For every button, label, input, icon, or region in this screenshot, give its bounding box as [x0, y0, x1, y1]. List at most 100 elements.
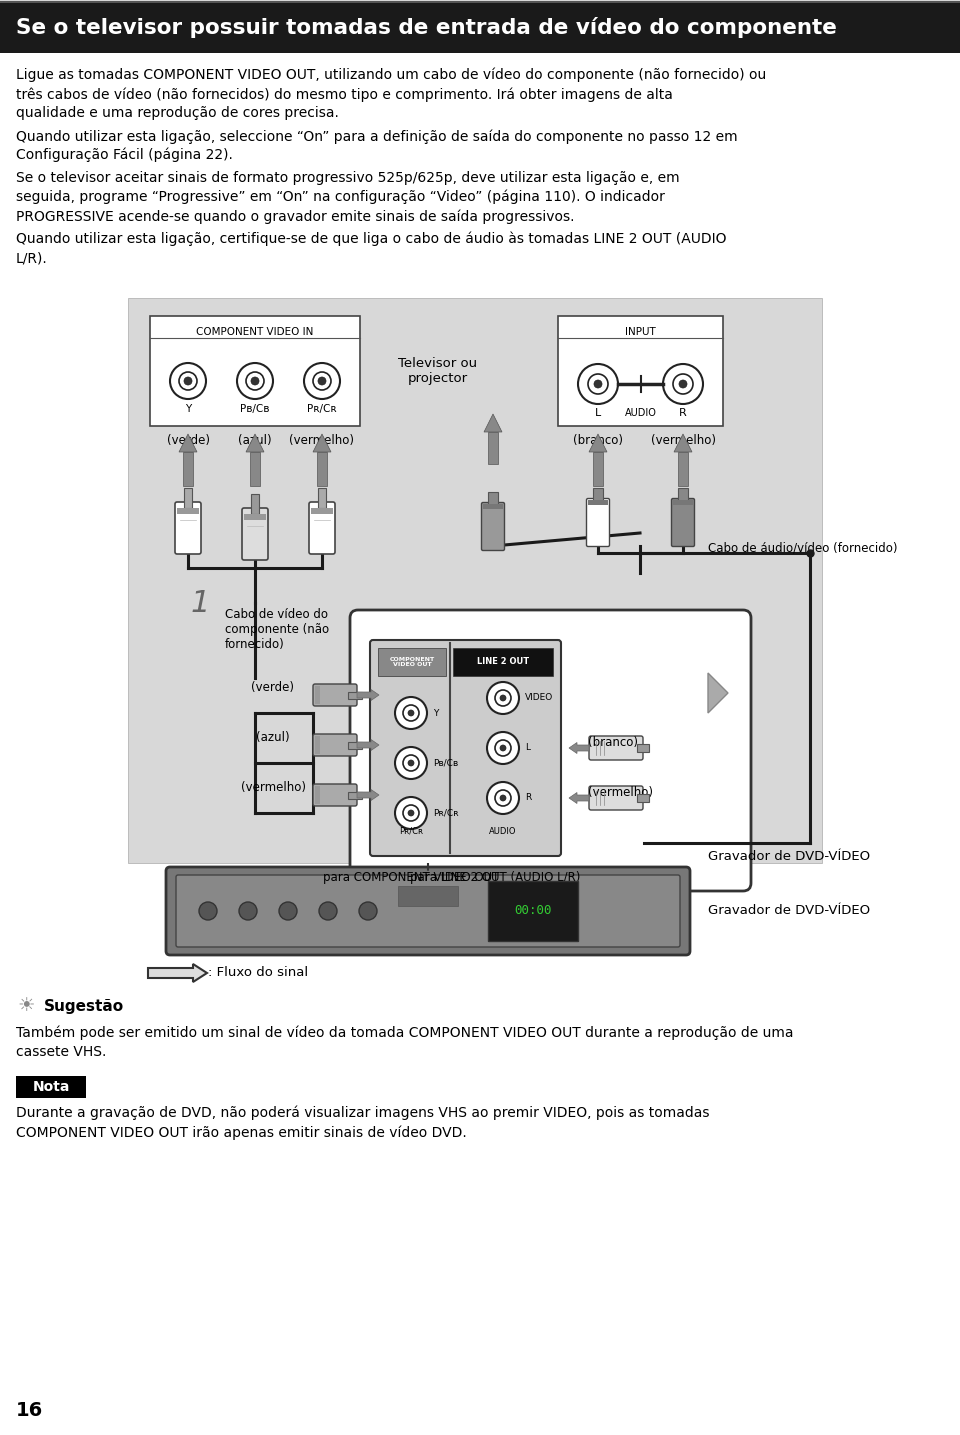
FancyBboxPatch shape: [350, 610, 751, 891]
Circle shape: [395, 796, 427, 829]
Text: Y: Y: [185, 405, 191, 415]
Circle shape: [359, 903, 377, 920]
Text: (vermelho): (vermelho): [588, 786, 653, 799]
Bar: [251, 494, 259, 514]
Text: Pʀ/Cʀ: Pʀ/Cʀ: [399, 827, 423, 835]
Bar: [16, 1076, 86, 1098]
Polygon shape: [179, 433, 197, 452]
Bar: [488, 492, 498, 507]
Bar: [348, 742, 362, 749]
Circle shape: [246, 372, 264, 390]
Text: Gravador de DVD-VÍDEO: Gravador de DVD-VÍDEO: [708, 904, 870, 917]
Text: Gravador de DVD-VÍDEO: Gravador de DVD-VÍDEO: [708, 850, 870, 862]
Circle shape: [395, 748, 427, 779]
Text: Se o televisor possuir tomadas de entrada de vídeo do componente: Se o televisor possuir tomadas de entrad…: [16, 17, 837, 39]
Circle shape: [408, 809, 414, 817]
Bar: [593, 488, 603, 502]
FancyBboxPatch shape: [313, 784, 357, 806]
Bar: [588, 499, 608, 505]
Circle shape: [495, 791, 511, 806]
FancyBboxPatch shape: [587, 498, 610, 547]
Text: Pʙ/Cʙ: Pʙ/Cʙ: [433, 759, 458, 768]
Circle shape: [500, 795, 506, 801]
Text: três cabos de vídeo (não fornecidos) do mesmo tipo e comprimento. Irá obter imag: três cabos de vídeo (não fornecidos) do …: [16, 88, 673, 102]
Text: Configuração Fácil (página 22).: Configuração Fácil (página 22).: [16, 148, 233, 162]
Bar: [637, 794, 649, 802]
Bar: [318, 488, 326, 508]
Circle shape: [251, 377, 259, 385]
Bar: [488, 432, 498, 464]
Circle shape: [500, 745, 506, 751]
Text: (vermelho): (vermelho): [241, 781, 305, 794]
Text: L: L: [525, 743, 530, 752]
Circle shape: [395, 697, 427, 729]
Circle shape: [679, 380, 687, 387]
Circle shape: [179, 372, 197, 390]
Circle shape: [594, 380, 602, 387]
Circle shape: [663, 364, 703, 405]
Text: 00:00: 00:00: [515, 904, 552, 917]
Text: Pʀ/Cʀ: Pʀ/Cʀ: [433, 808, 459, 818]
Text: (azul): (azul): [256, 730, 290, 743]
Circle shape: [199, 903, 217, 920]
Bar: [398, 885, 458, 905]
Circle shape: [184, 377, 192, 385]
Bar: [453, 649, 553, 676]
Circle shape: [304, 363, 340, 399]
Circle shape: [500, 695, 506, 702]
Bar: [673, 499, 693, 505]
FancyBboxPatch shape: [166, 867, 690, 956]
Circle shape: [487, 682, 519, 715]
FancyBboxPatch shape: [589, 786, 643, 809]
Text: seguida, programe “Progressive” em “On” na configuração “Video” (página 110). O : seguida, programe “Progressive” em “On” …: [16, 189, 665, 205]
Text: Ligue as tomadas COMPONENT VIDEO OUT, utilizando um cabo de vídeo do componente : Ligue as tomadas COMPONENT VIDEO OUT, ut…: [16, 67, 766, 82]
FancyBboxPatch shape: [176, 875, 680, 947]
FancyBboxPatch shape: [671, 498, 694, 547]
Text: COMPONENT
VIDEO OUT: COMPONENT VIDEO OUT: [390, 657, 435, 667]
Text: Também pode ser emitido um sinal de vídeo da tomada COMPONENT VIDEO OUT durante : Também pode ser emitido um sinal de víde…: [16, 1026, 794, 1040]
Text: Y: Y: [433, 709, 439, 718]
Bar: [184, 488, 192, 508]
FancyBboxPatch shape: [242, 508, 268, 560]
Text: 1: 1: [190, 588, 209, 617]
Text: Pʀ/Cʀ: Pʀ/Cʀ: [307, 405, 337, 415]
Text: VIDEO: VIDEO: [525, 693, 553, 703]
Circle shape: [279, 903, 297, 920]
Text: PROGRESSIVE acende-se quando o gravador emite sinais de saída progressivos.: PROGRESSIVE acende-se quando o gravador …: [16, 210, 574, 224]
Bar: [311, 508, 333, 514]
Text: (branco): (branco): [588, 736, 638, 749]
Text: LINE 2 OUT: LINE 2 OUT: [477, 657, 529, 666]
Bar: [250, 452, 260, 486]
Circle shape: [487, 782, 519, 814]
Text: (branco): (branco): [573, 433, 623, 446]
Bar: [483, 504, 503, 509]
Circle shape: [170, 363, 206, 399]
Text: Quando utilizar esta ligação, certifique-se de que liga o cabo de áudio às tomad: Quando utilizar esta ligação, certifique…: [16, 232, 727, 247]
Text: Se o televisor aceitar sinais de formato progressivo 525p/625p, deve utilizar es: Se o televisor aceitar sinais de formato…: [16, 171, 680, 185]
Circle shape: [239, 903, 257, 920]
Text: 16: 16: [16, 1401, 43, 1421]
FancyBboxPatch shape: [313, 733, 357, 756]
Text: para LINE 2 OUT (AUDIO L/R): para LINE 2 OUT (AUDIO L/R): [410, 871, 580, 884]
Circle shape: [578, 364, 618, 405]
Polygon shape: [246, 433, 264, 452]
Text: para COMPONENT VIDEO OUT: para COMPONENT VIDEO OUT: [323, 871, 499, 884]
Circle shape: [487, 732, 519, 763]
Bar: [315, 786, 320, 804]
Circle shape: [318, 377, 326, 385]
Text: Sugestão: Sugestão: [44, 999, 124, 1013]
Text: R: R: [525, 794, 531, 802]
Bar: [0, 3, 960, 53]
Text: AUDIO: AUDIO: [625, 408, 657, 418]
Bar: [244, 514, 266, 519]
Text: (verde): (verde): [166, 433, 209, 446]
Text: COMPONENT VIDEO OUT irão apenas emitir sinais de vídeo DVD.: COMPONENT VIDEO OUT irão apenas emitir s…: [16, 1125, 467, 1139]
Polygon shape: [484, 415, 502, 432]
FancyBboxPatch shape: [313, 684, 357, 706]
FancyArrow shape: [357, 689, 379, 700]
Text: qualidade e uma reprodução de cores precisa.: qualidade e uma reprodução de cores prec…: [16, 106, 339, 121]
Text: Durante a gravação de DVD, não poderá visualizar imagens VHS ao premir VIDEO, po: Durante a gravação de DVD, não poderá vi…: [16, 1106, 709, 1121]
Text: (verde): (verde): [252, 682, 295, 695]
FancyArrow shape: [148, 964, 207, 982]
Polygon shape: [674, 433, 692, 452]
